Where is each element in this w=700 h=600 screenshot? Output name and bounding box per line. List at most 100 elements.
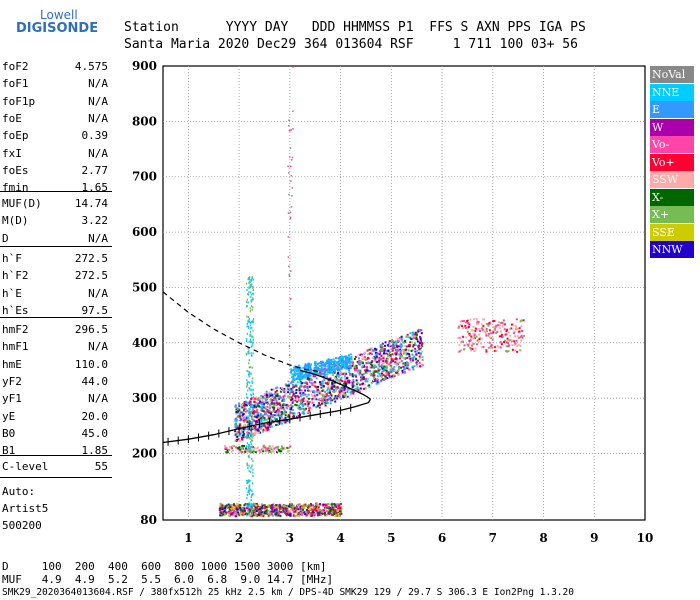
- f-echo-point: [246, 427, 249, 430]
- oblique-echo-point: [476, 321, 479, 324]
- spur-point: [246, 464, 249, 467]
- es-echo-point: [300, 509, 303, 512]
- f-echo-point: [368, 386, 371, 389]
- f-echo-point: [243, 400, 246, 403]
- f-echo-point: [415, 363, 418, 366]
- f-echo-point: [259, 412, 262, 415]
- spur-point: [251, 494, 253, 497]
- f-echo-point: [351, 373, 354, 376]
- spur-point: [246, 462, 248, 465]
- f-echo-point: [289, 412, 292, 415]
- f-echo-point: [324, 397, 327, 400]
- oblique-echo-point: [520, 339, 523, 342]
- f-echo-point: [371, 364, 374, 367]
- f-echo-point: [401, 355, 404, 358]
- f-echo-point: [235, 418, 238, 421]
- f-echo-point: [246, 421, 249, 424]
- f-echo-point: [334, 386, 337, 389]
- f-echo-point: [333, 377, 336, 380]
- es-echo-point: [265, 511, 268, 514]
- spur-point: [251, 434, 253, 437]
- es-echo-point: [253, 508, 256, 511]
- f-echo-point: [245, 404, 248, 407]
- es-echo-point: [333, 506, 336, 509]
- f-echo-point: [344, 364, 347, 367]
- spur-point: [250, 499, 252, 502]
- es-multi-echo-point: [266, 447, 269, 450]
- spur-point: [249, 331, 252, 334]
- f-echo-point: [279, 404, 282, 407]
- spur-point: [245, 338, 248, 341]
- f-echo-point: [344, 373, 347, 376]
- f-echo-point: [276, 394, 279, 397]
- f-echo-point: [338, 363, 341, 366]
- param-label: hmE: [2, 357, 22, 371]
- f-echo-point: [391, 367, 394, 370]
- es-echo-point: [320, 514, 323, 517]
- f-echo-point: [337, 367, 340, 370]
- f-echo-point: [413, 365, 416, 368]
- f-echo-point: [319, 369, 322, 372]
- f-echo-point: [282, 390, 285, 393]
- f-echo-point: [239, 419, 242, 422]
- f-echo-point: [405, 335, 408, 338]
- es-multi-echo-point: [263, 446, 266, 449]
- oblique-echo-point: [507, 350, 510, 353]
- spur-point: [288, 325, 291, 328]
- f-echo-point: [398, 345, 401, 348]
- f-echo-point: [321, 396, 324, 399]
- f-echo-point: [386, 360, 389, 363]
- param-value: 1.85: [81, 444, 109, 458]
- f-echo-point: [355, 379, 358, 382]
- f-echo-point: [262, 424, 265, 427]
- f-echo-point: [335, 389, 338, 392]
- param-value: 44.0: [81, 374, 109, 388]
- f-echo-point: [351, 365, 354, 368]
- spur-point: [246, 415, 248, 418]
- f-echo-point: [384, 377, 387, 380]
- es-echo-point: [313, 514, 316, 517]
- spur-point: [249, 449, 251, 452]
- f-echo-point: [262, 422, 265, 425]
- oblique-echo-point: [515, 339, 518, 342]
- f-echo-point: [343, 386, 346, 389]
- param-label: M(D): [2, 214, 29, 228]
- f-echo-point: [297, 394, 300, 397]
- f-echo-point: [284, 416, 287, 419]
- f-echo-point: [357, 369, 360, 372]
- f-echo-point: [368, 348, 371, 351]
- spur-point: [251, 457, 253, 460]
- spur-point: [287, 165, 289, 168]
- f-echo-point: [314, 380, 317, 383]
- f-echo-point: [261, 405, 264, 408]
- f-echo-point: [292, 400, 295, 403]
- f-echo-point: [246, 425, 249, 428]
- es-echo-point: [278, 506, 281, 509]
- f-echo-point: [253, 411, 256, 414]
- f-echo-point: [366, 380, 369, 383]
- f-echo-point: [234, 439, 237, 442]
- f-echo-point: [419, 328, 422, 331]
- spur-point: [248, 410, 250, 413]
- f-echo-point: [394, 363, 397, 366]
- f-echo-point: [322, 388, 325, 391]
- f-echo-point: [350, 380, 353, 383]
- f-echo-point: [327, 395, 330, 398]
- f-echo-point: [258, 418, 261, 421]
- f-echo-point: [401, 349, 404, 352]
- spur-point: [251, 446, 253, 449]
- f-echo-point: [251, 418, 254, 421]
- f-echo-point: [388, 343, 391, 346]
- f-echo-point: [263, 419, 266, 422]
- spur-point: [289, 147, 292, 149]
- param-separator: [0, 246, 112, 247]
- spur-point: [246, 479, 248, 482]
- f-echo-point: [276, 412, 279, 415]
- f-echo-point: [309, 364, 312, 367]
- spur-point: [289, 298, 292, 300]
- es-echo-point: [238, 508, 241, 511]
- es-echo-point: [229, 503, 232, 506]
- es-echo-point: [229, 507, 232, 510]
- es-echo-point: [239, 506, 242, 509]
- spur-point: [249, 414, 252, 417]
